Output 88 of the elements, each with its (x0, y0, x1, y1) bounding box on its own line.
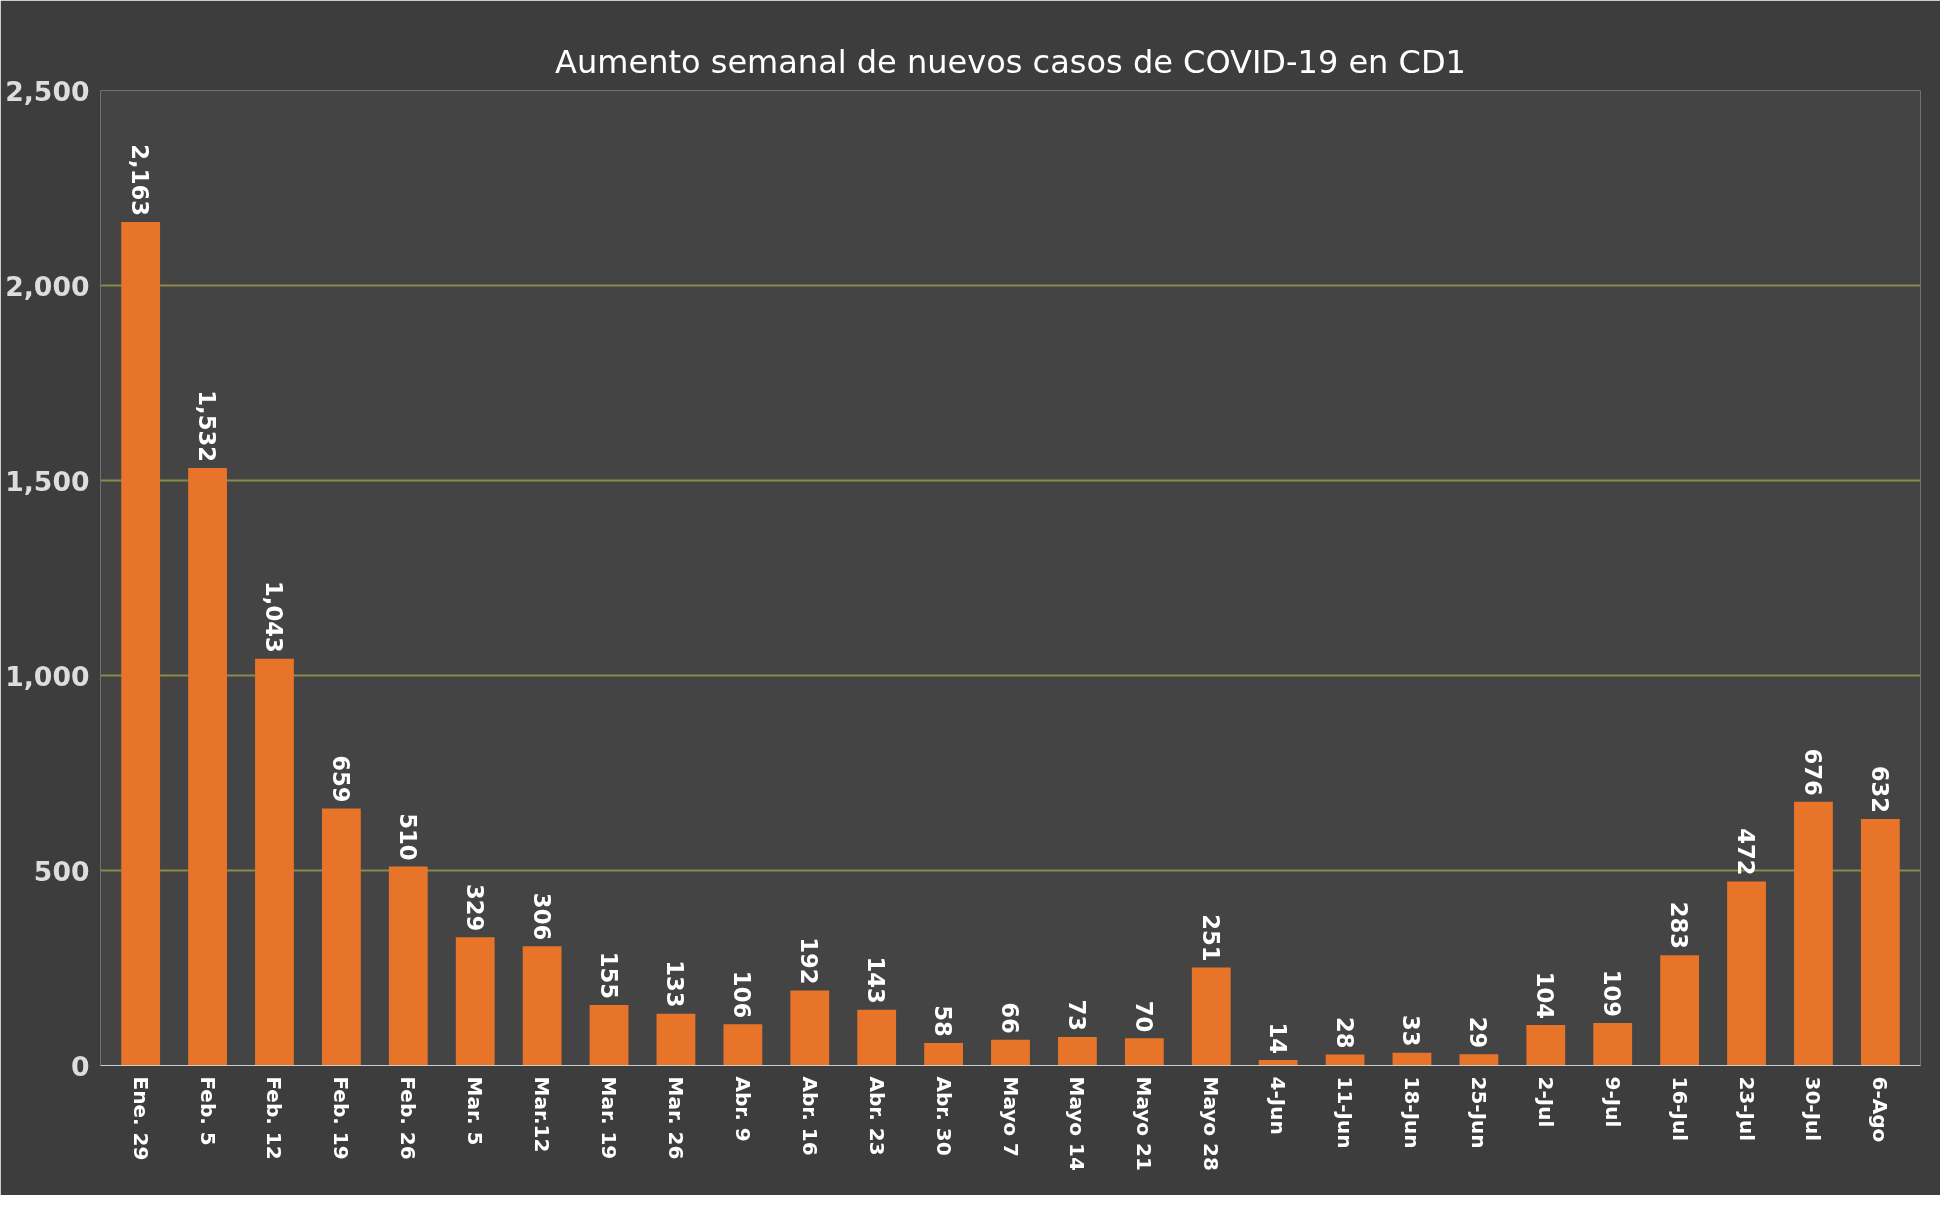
bar (522, 946, 562, 1066)
bar (924, 1042, 963, 1066)
data-label: 659 (327, 755, 354, 803)
x-tick-label: 16-Jul (1667, 1076, 1692, 1142)
bar (1325, 1054, 1365, 1066)
x-tick-label: 2-Jul (1533, 1076, 1558, 1128)
bar (1258, 1060, 1298, 1066)
x-tick-label: Mar. 19 (597, 1076, 622, 1160)
chart-title: Aumento semanal de nuevos casos de COVID-19 en CD1 (555, 42, 1466, 81)
data-label: 1,043 (260, 581, 287, 653)
bar (1191, 967, 1231, 1066)
bar (1660, 955, 1700, 1066)
y-tick-label: 0 (70, 1050, 90, 1082)
bar (455, 937, 495, 1066)
bar (1526, 1024, 1566, 1066)
data-label: 14 (1264, 1022, 1291, 1055)
x-tick-label: Abr. 9 (730, 1076, 755, 1142)
data-label: 109 (1599, 969, 1626, 1017)
data-label: 143 (863, 956, 890, 1004)
data-label: 70 (1130, 1000, 1157, 1033)
bar (790, 990, 830, 1066)
data-label: 632 (1866, 765, 1893, 814)
data-label: 676 (1799, 748, 1826, 796)
x-tick-label: 9-Jul (1600, 1076, 1625, 1128)
data-label: 106 (729, 970, 756, 1019)
y-tick-label: 500 (33, 855, 90, 887)
x-tick-label: Ene. 29 (128, 1076, 153, 1161)
bar (1794, 801, 1833, 1066)
data-label: 104 (1532, 971, 1559, 1019)
bar (991, 1039, 1030, 1066)
x-tick-label: Mar. 5 (463, 1076, 488, 1146)
data-label: 1,532 (194, 390, 221, 463)
bar (1593, 1022, 1633, 1066)
bar (1392, 1052, 1432, 1066)
bar (1727, 881, 1766, 1066)
x-tick-label: Feb. 12 (262, 1076, 287, 1160)
data-label: 306 (528, 892, 555, 941)
y-tick-label: 2,500 (5, 75, 90, 107)
bar (1459, 1054, 1499, 1066)
data-label: 510 (394, 813, 421, 861)
bar (1058, 1037, 1097, 1066)
data-label: 73 (1063, 999, 1090, 1032)
x-tick-label: 30-Jul (1801, 1076, 1826, 1142)
bar (1124, 1038, 1164, 1066)
x-tick-label: Mayo 21 (1132, 1076, 1157, 1171)
bar (1860, 819, 1900, 1066)
x-tick-label: Mar. 26 (663, 1076, 688, 1160)
data-label: 29 (1465, 1016, 1492, 1049)
bar (388, 866, 428, 1066)
data-label: 58 (930, 1005, 957, 1037)
data-label: 283 (1666, 901, 1693, 950)
x-tick-label: Feb. 19 (329, 1076, 354, 1160)
data-label: 28 (1331, 1017, 1358, 1049)
x-tick-label: Mayo 14 (1065, 1076, 1090, 1171)
bar (589, 1005, 629, 1066)
bar (723, 1024, 763, 1066)
data-label: 33 (1398, 1015, 1425, 1047)
data-label: 192 (796, 937, 823, 985)
data-label: 155 (595, 951, 622, 1000)
data-label: 2,163 (127, 144, 154, 216)
x-tick-label: 6-Ago (1868, 1076, 1893, 1143)
x-tick-label: 4-Jun (1266, 1076, 1291, 1135)
bar (188, 468, 227, 1066)
x-tick-label: Mar.12 (530, 1076, 555, 1153)
x-tick-label: Feb. 26 (396, 1076, 421, 1160)
data-label: 472 (1733, 828, 1760, 876)
x-tick-label: Mayo 7 (998, 1076, 1023, 1157)
x-tick-label: Abr. 30 (931, 1076, 956, 1156)
x-tick-label: Abr. 23 (864, 1076, 889, 1156)
y-tick-label: 1,000 (5, 660, 90, 692)
data-label: 133 (662, 960, 689, 1008)
x-tick-label: Abr. 16 (797, 1076, 822, 1156)
bar (321, 808, 361, 1066)
x-tick-label: 25-Jun (1466, 1076, 1491, 1149)
y-tick-label: 2,000 (5, 270, 90, 302)
data-label: 251 (1197, 914, 1224, 962)
bar (255, 658, 294, 1066)
data-label: 66 (997, 1002, 1023, 1034)
bar (656, 1013, 696, 1066)
x-tick-label: Feb. 5 (195, 1076, 220, 1146)
bar (857, 1009, 897, 1066)
bar (121, 221, 161, 1066)
x-tick-label: 23-Jul (1734, 1076, 1759, 1142)
y-tick-label: 1,500 (5, 465, 90, 497)
x-tick-label: Mayo 28 (1199, 1076, 1224, 1171)
data-label: 329 (461, 883, 488, 932)
x-tick-label: 11-Jun (1333, 1076, 1358, 1149)
x-tick-label: 18-Jun (1399, 1076, 1424, 1149)
